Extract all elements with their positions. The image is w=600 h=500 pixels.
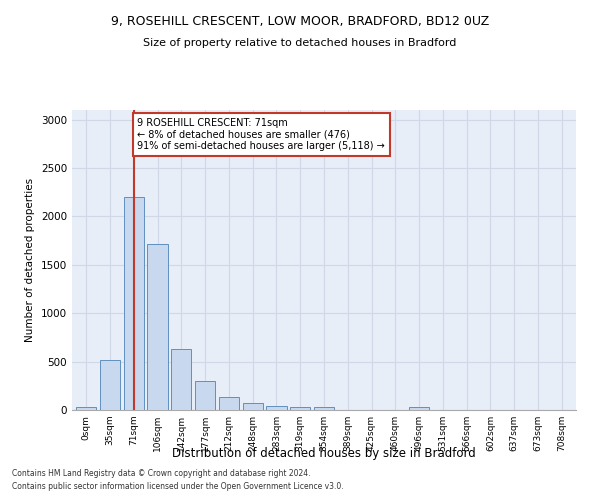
Bar <box>100 360 120 410</box>
Bar <box>148 244 167 410</box>
Text: 9, ROSEHILL CRESCENT, LOW MOOR, BRADFORD, BD12 0UZ: 9, ROSEHILL CRESCENT, LOW MOOR, BRADFORD… <box>111 15 489 28</box>
Text: 9 ROSEHILL CRESCENT: 71sqm
← 8% of detached houses are smaller (476)
91% of semi: 9 ROSEHILL CRESCENT: 71sqm ← 8% of detac… <box>137 118 385 150</box>
Text: Contains HM Land Registry data © Crown copyright and database right 2024.: Contains HM Land Registry data © Crown c… <box>12 468 311 477</box>
Bar <box>171 348 191 410</box>
Text: Size of property relative to detached houses in Bradford: Size of property relative to detached ho… <box>143 38 457 48</box>
Bar <box>219 398 239 410</box>
Bar <box>314 406 334 410</box>
Bar <box>195 382 215 410</box>
Bar <box>409 407 429 410</box>
Bar <box>266 406 287 410</box>
Bar <box>124 197 144 410</box>
Text: Contains public sector information licensed under the Open Government Licence v3: Contains public sector information licen… <box>12 482 344 491</box>
Bar <box>242 402 263 410</box>
Bar <box>76 407 97 410</box>
Y-axis label: Number of detached properties: Number of detached properties <box>25 178 35 342</box>
Text: Distribution of detached houses by size in Bradford: Distribution of detached houses by size … <box>172 448 476 460</box>
Bar <box>290 406 310 410</box>
